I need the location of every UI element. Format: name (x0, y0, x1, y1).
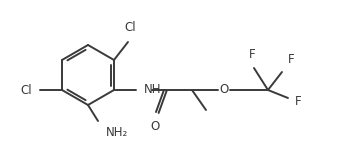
Text: F: F (288, 53, 295, 66)
Text: NH₂: NH₂ (106, 126, 128, 139)
Text: O: O (151, 120, 160, 133)
Text: NH: NH (144, 82, 162, 95)
Text: F: F (295, 94, 302, 107)
Text: Cl: Cl (20, 83, 32, 97)
Text: Cl: Cl (124, 21, 136, 34)
Text: O: O (219, 82, 229, 95)
Text: F: F (248, 48, 255, 61)
